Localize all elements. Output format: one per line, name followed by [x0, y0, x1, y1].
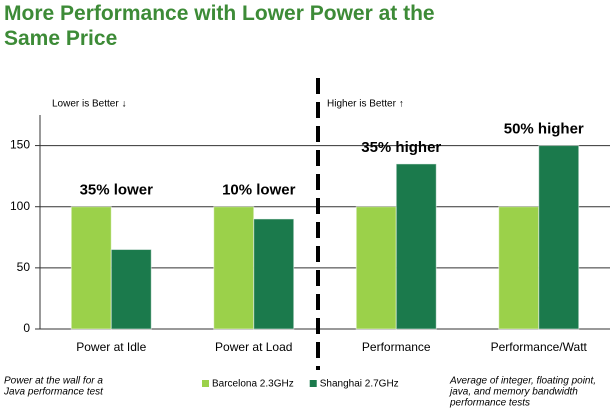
- x-tick-label: Power at Load: [215, 340, 292, 354]
- bar: [395, 163, 437, 330]
- bar: [70, 206, 112, 330]
- legend-label: Barcelona 2.3GHz: [212, 379, 294, 390]
- bar: [213, 206, 255, 330]
- bar: [355, 206, 397, 330]
- note: Lower is Better ↓: [52, 99, 126, 110]
- y-tick-label: 50: [17, 260, 31, 274]
- footnote: Power at the wall for a: [4, 376, 103, 387]
- bar: [253, 218, 295, 330]
- bar: [538, 145, 580, 330]
- chart-title: More Performance with Lower Power at the: [4, 2, 435, 25]
- x-tick-label: Power at Idle: [76, 340, 146, 354]
- x-tick-label: Performance/Watt: [491, 340, 588, 354]
- bar: [498, 206, 540, 330]
- annotation: 10% lower: [222, 182, 296, 199]
- footnote: java, and memory bandwidth: [448, 387, 578, 398]
- note: Higher is Better ↑: [327, 99, 404, 110]
- annotation: 35% lower: [80, 182, 154, 199]
- footnote: Average of integer, floating point,: [449, 376, 596, 387]
- annotation: 35% higher: [361, 139, 441, 156]
- legend-swatch: [309, 380, 317, 387]
- x-tick-label: Performance: [362, 340, 431, 354]
- legend-swatch: [202, 380, 209, 387]
- footnote: Java performance test: [3, 387, 104, 398]
- y-tick-label: 100: [10, 199, 30, 213]
- footnote: performance tests: [449, 398, 530, 409]
- y-tick-label: 0: [23, 321, 30, 335]
- bar: [110, 249, 152, 330]
- legend-label: Shanghai 2.7GHz: [320, 379, 399, 390]
- chart-title: Same Price: [4, 27, 117, 50]
- annotation: 50% higher: [504, 121, 584, 138]
- y-tick-label: 150: [10, 138, 30, 152]
